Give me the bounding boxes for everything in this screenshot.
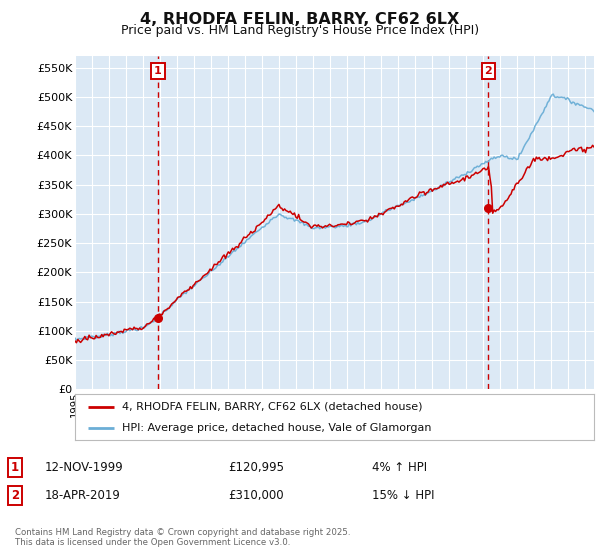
Text: 18-APR-2019: 18-APR-2019	[45, 489, 121, 502]
Text: 4, RHODFA FELIN, BARRY, CF62 6LX (detached house): 4, RHODFA FELIN, BARRY, CF62 6LX (detach…	[122, 402, 422, 412]
Text: Contains HM Land Registry data © Crown copyright and database right 2025.
This d: Contains HM Land Registry data © Crown c…	[15, 528, 350, 547]
Text: 2: 2	[11, 489, 19, 502]
Text: 4% ↑ HPI: 4% ↑ HPI	[372, 461, 427, 474]
Text: 1: 1	[154, 66, 162, 76]
Text: 1: 1	[11, 461, 19, 474]
Text: 2: 2	[485, 66, 493, 76]
Text: £120,995: £120,995	[228, 461, 284, 474]
Text: 15% ↓ HPI: 15% ↓ HPI	[372, 489, 434, 502]
Text: HPI: Average price, detached house, Vale of Glamorgan: HPI: Average price, detached house, Vale…	[122, 423, 431, 433]
Text: £310,000: £310,000	[228, 489, 284, 502]
Text: 12-NOV-1999: 12-NOV-1999	[45, 461, 124, 474]
Text: Price paid vs. HM Land Registry's House Price Index (HPI): Price paid vs. HM Land Registry's House …	[121, 24, 479, 36]
Text: 4, RHODFA FELIN, BARRY, CF62 6LX: 4, RHODFA FELIN, BARRY, CF62 6LX	[140, 12, 460, 27]
